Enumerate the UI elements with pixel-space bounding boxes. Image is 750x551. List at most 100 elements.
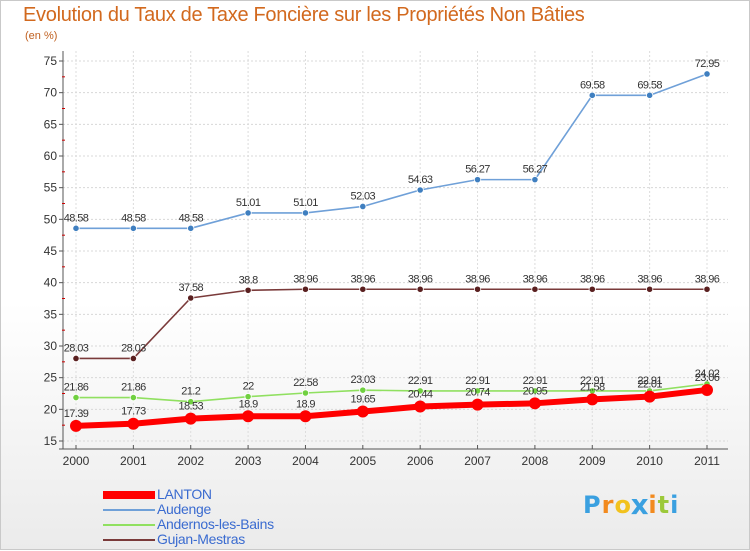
point-lanton-2005 [356,405,369,418]
point-lanton-2008 [528,397,541,410]
data-label-audenge-2009: 69.58 [580,79,605,91]
x-tick-label-2008: 2008 [522,454,549,468]
data-label-lanton-2001: 17.73 [121,406,146,418]
data-label-lanton-2006: 20.44 [408,389,433,401]
point-andernos-les-bains-2002 [187,398,195,406]
point-andernos-les-bains-2005 [359,386,367,394]
legend-swatch-gujan-mestras [103,539,155,541]
x-tick-label-2005: 2005 [349,454,376,468]
data-label-andernos-les-bains-2003: 22 [243,381,255,393]
data-label-lanton-2008: 20.95 [523,385,548,397]
y-tick-label-70: 70 [44,86,58,100]
point-gujan-mestras-2010 [646,285,654,293]
data-label-gujan-mestras-2010: 38.96 [637,273,662,285]
data-label-andernos-les-bains-2002: 21.2 [181,386,200,398]
point-gujan-mestras-2002 [187,294,195,302]
data-label-gujan-mestras-2011: 38.96 [695,273,720,285]
y-tick-label-50: 50 [44,212,58,226]
point-audenge-2003 [244,209,252,217]
data-label-audenge-2000: 48.58 [64,212,89,224]
point-lanton-2010 [643,390,656,403]
point-gujan-mestras-2005 [359,285,367,293]
data-label-andernos-les-bains-2010: 22.91 [637,375,662,387]
point-andernos-les-bains-2000 [72,393,80,402]
data-label-lanton-2010: 22.01 [637,379,662,391]
point-gujan-mestras-2000 [72,354,80,363]
x-tick-label-2006: 2006 [407,454,434,468]
data-label-audenge-2004: 51.01 [293,197,318,209]
point-lanton-2011 [701,383,713,396]
data-label-gujan-mestras-2009: 38.96 [580,273,605,285]
data-label-lanton-2004: 18.9 [296,398,315,410]
point-lanton-2009 [586,393,599,406]
y-tick-label-35: 35 [44,307,58,321]
logo-letter: i [670,491,680,519]
point-audenge-2005 [359,202,367,211]
legend-swatch-lanton [103,491,155,499]
logo-letter: o [614,491,632,519]
point-audenge-2004 [301,209,310,217]
point-audenge-2011 [703,70,711,78]
chart-title: Evolution du Taux de Taxe Foncière sur l… [23,4,585,26]
x-tick-label-2000: 2000 [63,454,90,468]
y-tick-label-15: 15 [44,434,58,448]
x-tick-label-2011: 2011 [694,454,720,468]
data-label-lanton-2007: 20.74 [465,387,490,399]
series-line-gujan-mestras [75,288,708,360]
proxiti-logo: Proxiti [583,488,680,522]
logo-letter: i [648,491,658,519]
data-label-lanton-2003: 18.9 [239,398,258,410]
point-gujan-mestras-2008 [531,285,539,293]
data-label-audenge-2006: 54.63 [408,174,433,186]
data-label-andernos-les-bains-2007: 22.91 [465,375,490,387]
point-lanton-2007 [471,398,484,411]
legend-label-andernos-les-bains: Andernos-les-Bains [157,516,274,532]
series-line-audenge [75,73,708,230]
y-tick-label-60: 60 [44,149,58,163]
data-label-lanton-2011: 23.06 [695,372,720,384]
y-tick-label-25: 25 [44,371,58,385]
x-tick-label-2007: 2007 [464,454,491,468]
y-tick-label-45: 45 [44,244,58,258]
data-label-gujan-mestras-2007: 38.96 [465,273,490,285]
data-label-gujan-mestras-2005: 38.96 [351,273,376,285]
point-lanton-2002 [184,412,197,425]
legend-label-lanton: LANTON [157,486,212,502]
data-label-audenge-2011: 72.95 [695,58,720,70]
data-label-andernos-les-bains-2009: 22.91 [580,375,605,387]
data-label-gujan-mestras-2000: 28.03 [64,342,89,354]
point-audenge-2006 [416,186,424,194]
point-lanton-2004 [299,410,312,423]
data-label-gujan-mestras-2003: 38.8 [239,274,258,286]
data-label-andernos-les-bains-2004: 22.58 [293,377,318,389]
point-lanton-2003 [242,410,255,423]
data-label-gujan-mestras-2002: 37.58 [178,282,203,294]
logo-letter: r [601,491,615,519]
data-label-audenge-2007: 56.27 [465,164,490,176]
point-gujan-mestras-2007 [473,285,482,293]
x-tick-label-2009: 2009 [579,454,606,468]
point-andernos-les-bains-2007 [473,387,482,395]
point-gujan-mestras-2011 [703,285,711,293]
data-label-audenge-2005: 52.03 [351,190,376,202]
point-lanton-2000 [70,419,82,432]
point-audenge-2008 [531,176,539,184]
point-gujan-mestras-2003 [244,286,252,294]
point-andernos-les-bains-2004 [301,389,310,397]
series-line-andernos-les-bains [75,383,708,403]
point-andernos-les-bains-2001 [129,393,137,402]
point-andernos-les-bains-2008 [531,387,539,395]
point-gujan-mestras-2006 [416,285,424,293]
data-label-andernos-les-bains-2006: 22.91 [408,375,433,387]
point-audenge-2001 [129,224,137,232]
data-label-lanton-2000: 17.39 [64,408,89,420]
point-andernos-les-bains-2006 [416,387,424,395]
data-label-andernos-les-bains-2011: 24.02 [695,368,720,380]
point-andernos-les-bains-2003 [244,393,252,401]
data-label-gujan-mestras-2004: 38.96 [293,273,318,285]
logo-letter: x [630,488,650,522]
logo-letter: P [583,491,602,519]
y-tick-label-20: 20 [44,402,58,416]
y-tick-label-30: 30 [44,339,58,353]
